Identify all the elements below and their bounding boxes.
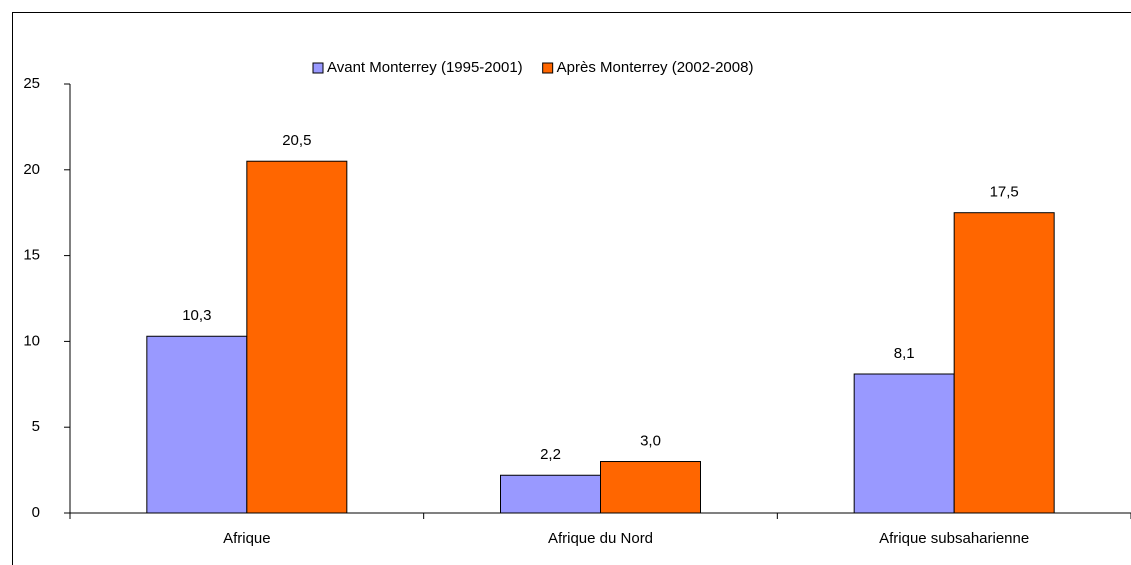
bar [853, 373, 955, 514]
bar [953, 212, 1055, 514]
value-label: 17,5 [990, 184, 1019, 201]
value-label: 2,2 [540, 446, 561, 463]
bar [600, 461, 701, 514]
y-tick-label: 25 [23, 75, 40, 92]
value-label: 8,1 [894, 345, 915, 362]
x-tick-label: Afrique du Nord [548, 530, 653, 547]
value-label: 20,5 [282, 132, 311, 149]
y-tick-label: 15 [23, 247, 40, 264]
x-tick-label: Afrique [223, 530, 271, 547]
legend-swatch [312, 62, 324, 74]
x-tick-label: Afrique subsaharienne [879, 530, 1029, 547]
chart-frame [12, 12, 1131, 565]
legend-label: Avant Monterrey (1995-2001) [327, 59, 523, 76]
y-tick-label: 0 [32, 504, 40, 521]
legend-swatch [542, 62, 554, 74]
bar [246, 160, 348, 514]
bar [500, 474, 601, 514]
y-tick-label: 5 [32, 418, 40, 435]
y-tick-label: 20 [23, 161, 40, 178]
y-tick-label: 10 [23, 332, 40, 349]
bar [146, 335, 248, 514]
legend-label: Après Monterrey (2002-2008) [557, 59, 754, 76]
value-label: 10,3 [182, 307, 211, 324]
value-label: 3,0 [640, 432, 661, 449]
